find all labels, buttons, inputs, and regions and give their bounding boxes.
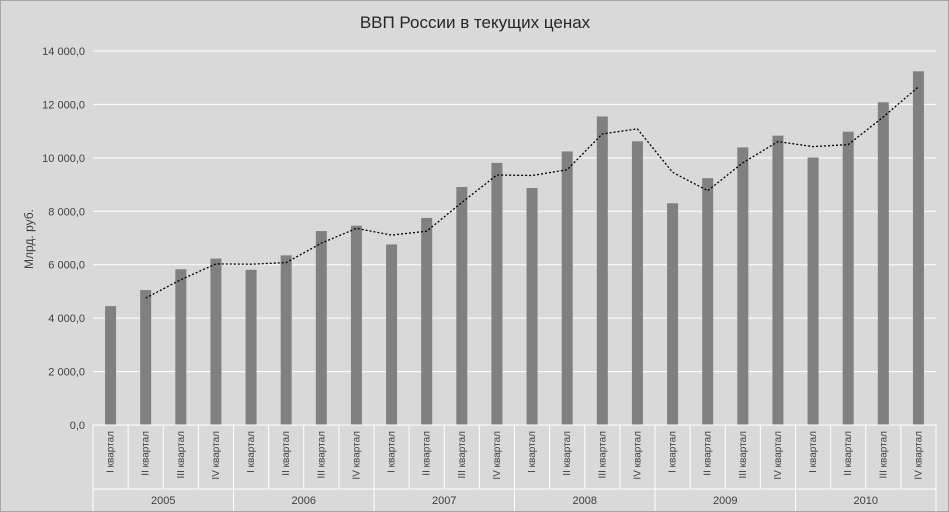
y-tick-label: 4 000,0	[48, 313, 85, 325]
x-tick-label: I квартал	[106, 431, 117, 473]
x-year-label: 2008	[573, 495, 597, 507]
x-tick-label: IV квартал	[632, 431, 643, 480]
x-tick-label: IV квартал	[351, 431, 362, 480]
y-axis-ticks: 0,0 2 000,0 4 000,0 6 000,0 8 000,0 10 000,0 1…	[42, 46, 85, 432]
x-tick-label: III квартал	[878, 431, 889, 479]
x-tick-label: III квартал	[457, 431, 468, 479]
bar	[877, 102, 889, 425]
bar	[702, 178, 714, 425]
bar	[315, 231, 327, 425]
y-tick-label: 14 000,0	[42, 46, 85, 58]
x-tick-label: III квартал	[738, 431, 749, 479]
bar	[807, 157, 819, 425]
y-tick-label: 0,0	[70, 420, 85, 432]
x-year-label: 2009	[713, 495, 737, 507]
bar	[737, 147, 749, 425]
gridlines	[93, 50, 936, 426]
y-tick-label: 12 000,0	[42, 99, 85, 111]
x-tick-label: II квартал	[843, 431, 854, 476]
y-tick-label: 10 000,0	[42, 153, 85, 165]
x-tick-label: IV квартал	[492, 431, 503, 480]
x-tick-label: I квартал	[527, 431, 538, 473]
x-tick-label: II квартал	[703, 431, 714, 476]
x-year-label: 2005	[151, 495, 175, 507]
bar	[526, 188, 538, 425]
y-tick-label: 2 000,0	[48, 367, 85, 379]
x-tick-label: I квартал	[668, 431, 679, 473]
bar	[842, 131, 854, 426]
y-tick-label: 8 000,0	[48, 206, 85, 218]
x-tick-label: IV квартал	[913, 431, 924, 480]
bar	[105, 306, 117, 425]
bar	[175, 269, 187, 425]
x-tick-label: IV квартал	[773, 431, 784, 480]
bar	[140, 290, 152, 425]
x-tick-label: III квартал	[597, 431, 608, 479]
bar	[667, 203, 679, 425]
x-tick-label: I квартал	[808, 431, 819, 473]
bar	[456, 186, 468, 425]
bar-series	[105, 71, 924, 426]
x-tick-label: II квартал	[422, 431, 433, 476]
bar	[350, 225, 362, 425]
x-tick-label: I квартал	[246, 431, 257, 473]
bar	[772, 135, 784, 426]
x-tick-label: II квартал	[562, 431, 573, 476]
bar	[280, 255, 292, 425]
x-tick-label: II квартал	[141, 431, 152, 476]
x-tick-label: II квартал	[281, 431, 292, 476]
chart-title: ВВП России в текущих ценах	[360, 13, 591, 32]
x-year-label: 2006	[292, 495, 316, 507]
bar	[912, 71, 924, 425]
bar	[491, 162, 503, 425]
x-axis: I квартал II квартал III квартал IV квартал…	[92, 424, 937, 511]
x-tick-label: IV квартал	[211, 431, 222, 480]
bar	[245, 269, 257, 425]
bar	[561, 151, 573, 425]
bar	[386, 244, 398, 425]
trend-line	[145, 86, 919, 299]
bar	[421, 217, 433, 425]
x-tick-label: I квартал	[387, 431, 398, 473]
bar	[631, 141, 643, 425]
x-tick-label: III квартал	[176, 431, 187, 479]
x-year-label: 2010	[854, 495, 878, 507]
bar	[596, 116, 608, 425]
x-year-label: 2007	[432, 495, 456, 507]
x-tick-label: III квартал	[316, 431, 327, 479]
y-tick-label: 6 000,0	[48, 260, 85, 272]
y-axis-label: Млрд. руб.	[22, 209, 36, 269]
bar	[210, 258, 222, 425]
